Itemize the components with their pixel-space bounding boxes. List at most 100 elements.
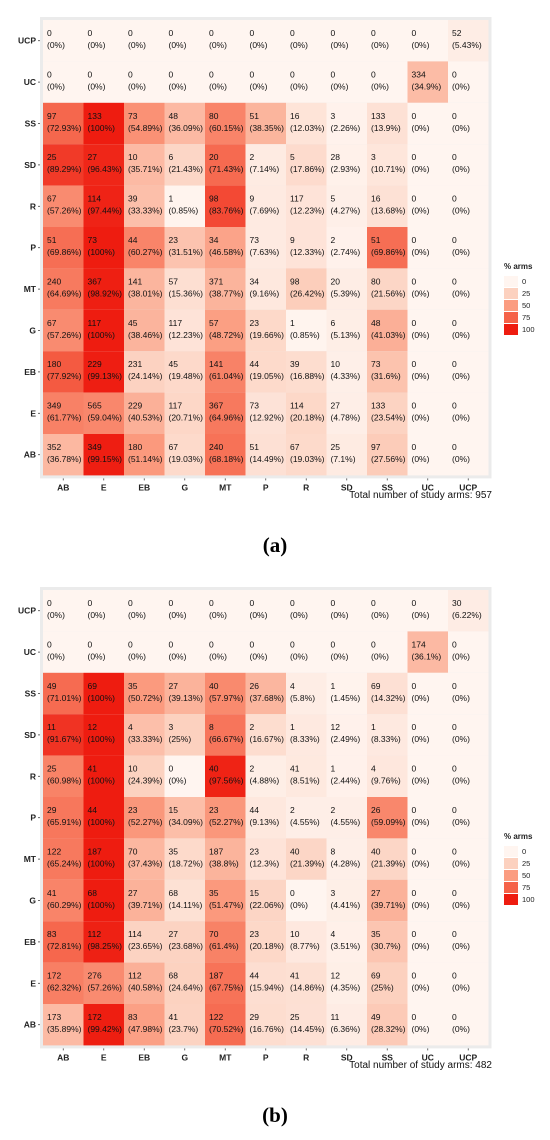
- cell-percent-label: (57.97%): [209, 693, 244, 703]
- cell-count-label: 23: [250, 929, 260, 939]
- heatmap-cell: [448, 20, 489, 62]
- cell-count-label: 10: [128, 764, 138, 774]
- heatmap-cell: [164, 392, 205, 434]
- cell-percent-label: (0.85%): [169, 206, 199, 216]
- heatmap-cell: [83, 227, 124, 269]
- y-tick-label: AB: [24, 1020, 36, 1030]
- heatmap-cell: [124, 61, 165, 103]
- y-tick-label: SD: [24, 730, 36, 740]
- heatmap-cell: [245, 20, 286, 62]
- cell-percent-label: (0%): [412, 413, 430, 423]
- cell-percent-label: (100%): [88, 247, 116, 257]
- cell-percent-label: (51.14%): [128, 454, 163, 464]
- cell-percent-label: (35.71%): [128, 164, 163, 174]
- heatmap-cell: [245, 838, 286, 880]
- heatmap-cell: [164, 838, 205, 880]
- cell-count-label: 334: [412, 69, 426, 79]
- cell-count-label: 0: [412, 1012, 417, 1022]
- cell-count-label: 187: [209, 846, 223, 856]
- heatmap-cell: [43, 434, 84, 476]
- cell-count-label: 34: [250, 276, 260, 286]
- heatmap-cell: [326, 351, 367, 393]
- cell-count-label: 0: [412, 888, 417, 898]
- heatmap-cell: [205, 185, 246, 227]
- cell-percent-label: (7.1%): [331, 454, 356, 464]
- heatmap-cell: [124, 102, 165, 145]
- heatmap-cell: [164, 672, 205, 715]
- cell-percent-label: (57.26%): [47, 206, 82, 216]
- cell-count-label: 2: [290, 805, 295, 815]
- heatmap-cell: [43, 590, 84, 632]
- cell-percent-label: (0%): [452, 330, 470, 340]
- cell-percent-label: (0.85%): [290, 330, 320, 340]
- cell-count-label: 23: [209, 805, 219, 815]
- x-tick-label: EB: [138, 482, 150, 492]
- cell-percent-label: (0%): [452, 651, 470, 661]
- cell-percent-label: (99.15%): [88, 454, 123, 464]
- cell-percent-label: (0%): [452, 454, 470, 464]
- cell-percent-label: (4.55%): [290, 817, 320, 827]
- cell-count-label: 0: [452, 276, 457, 286]
- cell-percent-label: (0%): [371, 651, 389, 661]
- cell-count-label: 0: [412, 359, 417, 369]
- x-tick-label: MT: [219, 482, 232, 492]
- cell-percent-label: (54.89%): [128, 123, 163, 133]
- heatmap-cell: [164, 1004, 205, 1046]
- cell-count-label: 0: [47, 639, 52, 649]
- heatmap-cell: [164, 590, 205, 632]
- cell-count-label: 0: [412, 805, 417, 815]
- cell-percent-label: (40.53%): [128, 413, 163, 423]
- cell-percent-label: (100%): [88, 123, 116, 133]
- cell-percent-label: (4.78%): [331, 413, 361, 423]
- cell-count-label: 0: [412, 194, 417, 204]
- cell-percent-label: (0%): [331, 651, 349, 661]
- heatmap-cell: [205, 227, 246, 269]
- heatmap-cell: [407, 921, 448, 963]
- heatmap-cell: [205, 434, 246, 476]
- cell-percent-label: (4.55%): [331, 817, 361, 827]
- heatmap-cell: [367, 351, 408, 393]
- cell-percent-label: (59.09%): [371, 817, 406, 827]
- cell-percent-label: (98.25%): [88, 941, 123, 951]
- heatmap-cell: [43, 351, 84, 393]
- cell-percent-label: (33.33%): [128, 734, 163, 744]
- cell-percent-label: (17.86%): [290, 164, 325, 174]
- heatmap-cell: [367, 921, 408, 963]
- y-tick-label: SS: [25, 119, 37, 129]
- legend-item: 100: [504, 323, 535, 335]
- cell-percent-label: (0%): [412, 941, 430, 951]
- cell-percent-label: (0%): [452, 247, 470, 257]
- cell-percent-label: (5.39%): [331, 288, 361, 298]
- cell-percent-label: (50.72%): [128, 693, 163, 703]
- cell-count-label: 180: [128, 442, 142, 452]
- cell-percent-label: (0%): [209, 40, 227, 50]
- cell-count-label: 133: [371, 111, 385, 121]
- cell-count-label: 12: [88, 722, 98, 732]
- cell-count-label: 231: [128, 359, 142, 369]
- heatmap-cell: [326, 185, 367, 227]
- heatmap-cell: [407, 714, 448, 756]
- heatmap-cell: [407, 1004, 448, 1046]
- cell-percent-label: (100%): [88, 693, 116, 703]
- cell-percent-label: (0%): [128, 610, 146, 620]
- heatmap-cell: [448, 61, 489, 103]
- cell-count-label: 0: [452, 152, 457, 162]
- legend-a: % arms 0 25 50 75 100: [504, 262, 535, 335]
- cell-percent-label: (13.68%): [371, 206, 406, 216]
- cell-count-label: 133: [371, 401, 385, 411]
- heatmap-cell: [448, 1004, 489, 1046]
- cell-count-label: 1: [371, 722, 376, 732]
- heatmap-cell: [205, 672, 246, 715]
- cell-percent-label: (0%): [250, 81, 268, 91]
- cell-count-label: 112: [128, 971, 142, 981]
- cell-count-label: 0: [371, 639, 376, 649]
- cell-percent-label: (20.18%): [290, 413, 325, 423]
- cell-count-label: 68: [169, 971, 179, 981]
- cell-count-label: 73: [371, 359, 381, 369]
- cell-count-label: 5: [331, 194, 336, 204]
- cell-count-label: 0: [250, 639, 255, 649]
- heatmap-cell: [367, 102, 408, 145]
- cell-count-label: 0: [412, 235, 417, 245]
- cell-percent-label: (12.3%): [250, 858, 280, 868]
- x-tick-label: G: [181, 482, 188, 492]
